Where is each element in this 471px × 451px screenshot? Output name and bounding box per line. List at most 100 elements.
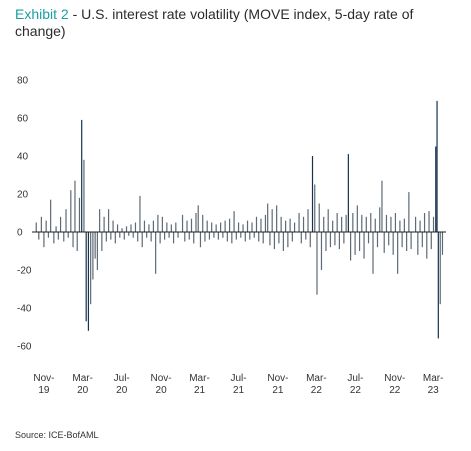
data-bar (323, 216, 325, 232)
data-bar (401, 232, 403, 248)
data-bar (157, 214, 159, 232)
y-axis-ticks: 80 60 40 20 0 -20 -40 -60 (17, 76, 32, 353)
data-bar (83, 159, 85, 232)
data-bar (435, 146, 437, 232)
data-bar (85, 232, 87, 322)
data-bar (439, 232, 441, 305)
data-bar (273, 232, 276, 250)
data-bar (76, 232, 78, 251)
data-bar (132, 232, 134, 238)
data-bar (249, 232, 251, 240)
data-bar (307, 209, 309, 232)
data-bar (260, 218, 262, 232)
x-tick-label: Nov- (33, 373, 54, 384)
data-bar (99, 209, 101, 232)
data-bar (397, 232, 399, 274)
data-bar (410, 232, 412, 250)
data-bar (291, 232, 293, 242)
data-bar (121, 228, 123, 232)
data-bar (311, 156, 314, 232)
data-bar (309, 232, 311, 248)
data-bar (188, 232, 190, 240)
data-bar (96, 232, 98, 270)
data-bar (170, 224, 172, 232)
x-tick-label: 20 (116, 385, 128, 396)
y-tick-label: 20 (17, 190, 29, 201)
data-bar (55, 226, 57, 232)
x-tick-label: Mar- (423, 373, 444, 384)
y-tick-label: -20 (17, 266, 32, 277)
y-tick-label: 80 (17, 76, 29, 87)
x-axis-ticks: Nov-19Mar-20Jul-20Nov-20Mar-21Jul-21Nov-… (33, 373, 443, 396)
data-bar (63, 232, 65, 242)
data-bar (441, 232, 444, 255)
data-bar (327, 209, 329, 232)
data-bar (242, 224, 244, 232)
data-bar (125, 226, 128, 232)
data-bar (235, 232, 237, 240)
data-bar (403, 218, 405, 232)
data-bar (298, 213, 300, 232)
data-bar (358, 232, 361, 251)
x-tick-label: 19 (38, 385, 50, 396)
data-bar (354, 232, 356, 255)
x-tick-label: Nov- (267, 373, 288, 384)
data-bar (59, 216, 62, 232)
data-bar (181, 214, 184, 232)
data-bar (233, 211, 235, 232)
data-bar (206, 220, 208, 232)
data-bar (172, 232, 175, 244)
data-bar (262, 232, 264, 244)
data-bar (271, 209, 273, 232)
data-bar (107, 209, 110, 232)
data-bar (231, 232, 233, 244)
data-bar (110, 232, 112, 240)
data-bar (246, 220, 249, 232)
data-bar (168, 232, 170, 238)
title-text: U.S. interest rate volatility (MOVE inde… (15, 6, 414, 39)
x-tick-label: 20 (77, 385, 89, 396)
data-bar (50, 199, 52, 232)
data-bar (38, 232, 40, 240)
bars-group (35, 100, 444, 339)
data-bar (220, 222, 222, 232)
data-bar (356, 205, 358, 232)
data-bar (278, 232, 280, 244)
data-bar (213, 232, 215, 238)
data-bar (72, 232, 74, 248)
data-bar (103, 216, 105, 232)
data-bar (329, 232, 332, 248)
x-tick-label: Nov- (384, 373, 405, 384)
data-bar (437, 232, 439, 339)
data-bar (408, 192, 410, 232)
data-bar (134, 222, 137, 232)
x-tick-label: 21 (194, 385, 206, 396)
data-bar (74, 180, 76, 232)
data-bar (184, 232, 186, 242)
data-bar (394, 213, 397, 232)
y-tick-label: -40 (17, 304, 32, 315)
data-bar (128, 232, 130, 236)
data-bar (152, 220, 155, 232)
data-bar (123, 232, 125, 240)
data-bar (269, 232, 271, 246)
data-bar (282, 232, 284, 251)
data-bar (70, 190, 72, 232)
data-bar (197, 205, 199, 232)
x-tick-label: Mar- (306, 373, 327, 384)
x-tick-label: 21 (272, 385, 284, 396)
data-bar (45, 220, 47, 232)
data-bar (161, 216, 163, 232)
data-bar (53, 232, 55, 244)
data-bar (116, 224, 119, 232)
data-bar (345, 214, 347, 232)
data-bar (114, 232, 116, 244)
data-bar (202, 214, 204, 232)
data-bar (419, 220, 421, 232)
data-bar (280, 216, 282, 232)
data-bar (193, 232, 195, 244)
data-bar (379, 207, 381, 232)
y-tick-label: 40 (17, 152, 29, 163)
data-bar (287, 232, 289, 248)
